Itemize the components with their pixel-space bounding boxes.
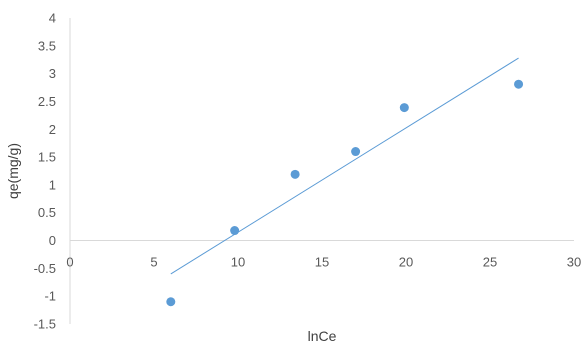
- y-tick-label: 1: [49, 177, 56, 192]
- linear-trendline: [170, 57, 519, 275]
- y-tick-label: 0.5: [38, 205, 56, 220]
- data-point: [514, 79, 524, 89]
- x-tick-label: 30: [567, 255, 581, 270]
- data-points: [166, 79, 524, 307]
- y-tick-label: -1: [44, 289, 56, 304]
- data-point: [351, 147, 361, 157]
- data-point: [290, 169, 300, 179]
- y-tick-label: 2: [49, 122, 56, 137]
- x-tick-label: 20: [399, 255, 413, 270]
- x-tick-label: 25: [483, 255, 497, 270]
- x-tick-label: 10: [231, 255, 245, 270]
- x-tick-label: 5: [150, 255, 157, 270]
- y-axis-title: qe(mg/g): [5, 143, 21, 199]
- x-tick-label: 15: [315, 255, 329, 270]
- x-tick-label: 0: [66, 255, 73, 270]
- y-tick-label: 3: [49, 66, 56, 81]
- y-tick-labels: -1.5 -1 -0.5 0 0.5 1 1.5 2 2.5 3 3.5 4: [34, 11, 56, 332]
- y-tick-label: 2.5: [38, 94, 56, 109]
- data-point: [399, 103, 409, 113]
- y-tick-label: 3.5: [38, 38, 56, 53]
- y-tick-label: 4: [49, 11, 56, 26]
- data-point: [166, 297, 176, 307]
- data-point: [230, 226, 240, 236]
- x-axis-title: lnCe: [308, 328, 337, 344]
- y-tick-label: -1.5: [34, 317, 56, 332]
- y-tick-label: 1.5: [38, 150, 56, 165]
- x-tick-labels: 0 5 10 15 20 25 30: [66, 255, 581, 270]
- y-tick-label: -0.5: [34, 261, 56, 276]
- trendline: [170, 57, 519, 275]
- y-tick-label: 0: [49, 233, 56, 248]
